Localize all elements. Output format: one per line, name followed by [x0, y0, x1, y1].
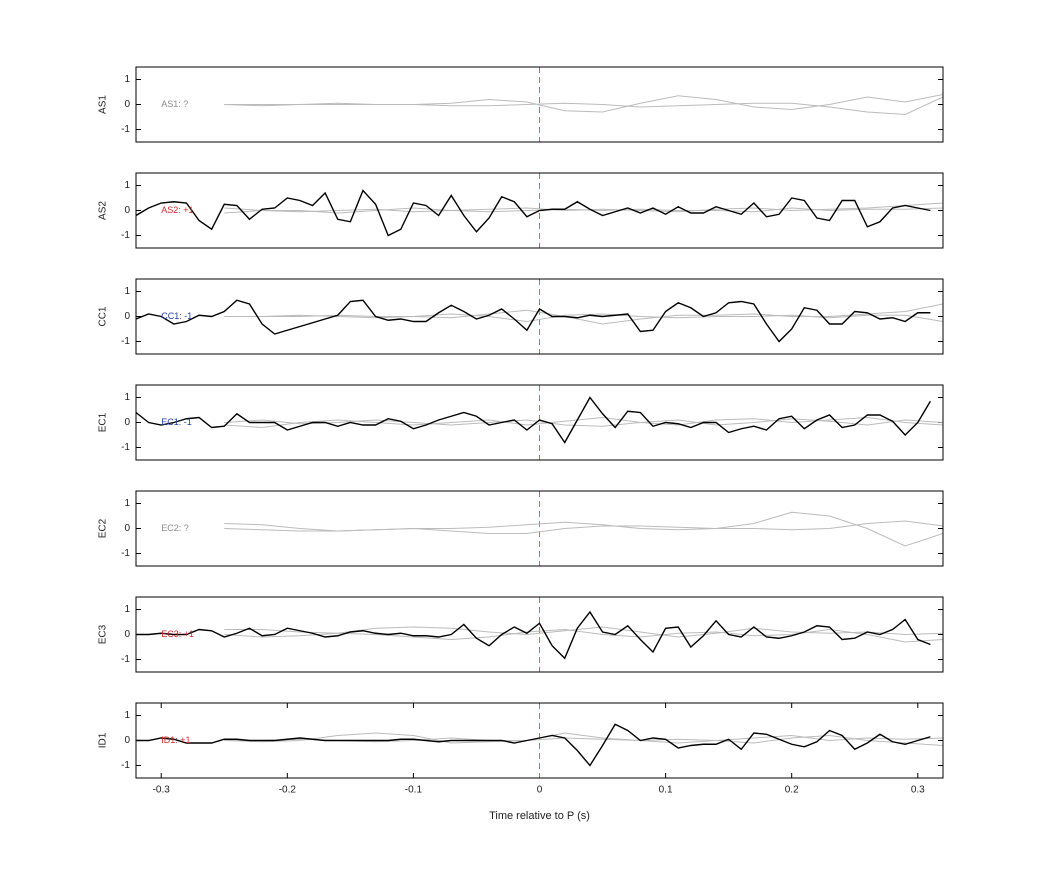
- y-axis-label: AS1: [98, 95, 109, 114]
- data-line: [136, 299, 931, 343]
- data-line: [224, 626, 943, 638]
- x-tick-label: -0.1: [405, 785, 423, 796]
- x-axis-label: Time relative to P (s): [489, 810, 590, 822]
- annotation: EC3: +1: [161, 629, 194, 639]
- data-line: [224, 303, 943, 325]
- y-tick-label: -1: [121, 230, 130, 241]
- y-tick-label: 1: [124, 604, 130, 615]
- data-line: [136, 723, 931, 767]
- data-line: [224, 94, 943, 113]
- y-tick-label: -1: [121, 124, 130, 135]
- y-axis-label: EC3: [98, 624, 109, 644]
- annotation: AS1: ?: [161, 99, 188, 109]
- y-tick-label: 0: [124, 99, 130, 110]
- y-tick-label: -1: [121, 548, 130, 559]
- data-line: [224, 732, 943, 744]
- y-tick-label: 0: [124, 205, 130, 216]
- panel: -1 0 1 EC1 EC1: -1: [98, 384, 944, 461]
- y-tick-label: -1: [121, 654, 130, 665]
- axes-frame: [135, 384, 944, 461]
- y-tick-label: 1: [124, 286, 130, 297]
- data-line: [224, 207, 943, 214]
- y-tick-label: 1: [124, 710, 130, 721]
- data-line: [224, 520, 943, 534]
- data-line: [224, 511, 943, 547]
- data-line: [136, 189, 931, 237]
- axes-frame: [135, 490, 944, 567]
- panel: -1 0 1 EC2 EC2: ?: [98, 490, 944, 567]
- y-tick-label: 0: [124, 417, 130, 428]
- y-tick-label: 0: [124, 629, 130, 640]
- panel: -1 0 1 CC1 CC1: -1: [98, 278, 944, 355]
- x-tick-label: 0.2: [785, 785, 799, 796]
- x-tick-label: 0: [537, 785, 543, 796]
- y-tick-label: -1: [121, 336, 130, 347]
- y-axis-label: AS2: [98, 201, 109, 220]
- y-tick-label: 1: [124, 392, 130, 403]
- panel: -1 0 1 EC3 EC3: +1: [98, 596, 944, 673]
- y-tick-label: -1: [121, 442, 130, 453]
- x-tick-label: 0.1: [659, 785, 673, 796]
- y-tick-label: 0: [124, 735, 130, 746]
- y-tick-label: 1: [124, 74, 130, 85]
- panel: -1 0 1 -0.3 -0.2 -0.1 0 0.1 0.2 0.3 Time relative …: [98, 702, 944, 822]
- y-axis-label: ID1: [98, 732, 109, 748]
- x-tick-label: -0.3: [153, 785, 171, 796]
- panel: -1 0 1 AS2 AS2: +1: [98, 172, 944, 249]
- axes-frame: [135, 702, 944, 779]
- annotation: ID1: +1: [161, 735, 190, 745]
- annotation: AS2: +1: [161, 205, 193, 215]
- y-tick-label: 1: [124, 498, 130, 509]
- x-tick-label: 0.3: [911, 785, 925, 796]
- annotation: EC1: -1: [161, 417, 192, 427]
- axes-frame: [135, 278, 944, 355]
- annotation: CC1: -1: [161, 311, 192, 321]
- y-tick-label: 0: [124, 523, 130, 534]
- axes-frame: [135, 172, 944, 249]
- y-axis-label: CC1: [98, 306, 109, 326]
- y-tick-label: 0: [124, 311, 130, 322]
- axes-frame: [135, 596, 944, 673]
- data-line: [224, 418, 943, 427]
- y-axis-label: EC1: [98, 412, 109, 432]
- axes-frame: [135, 66, 944, 143]
- data-line: [136, 610, 931, 660]
- y-axis-label: EC2: [98, 518, 109, 538]
- data-line: [136, 396, 931, 444]
- annotation: EC2: ?: [161, 523, 189, 533]
- x-tick-label: -0.2: [279, 785, 297, 796]
- data-line: [224, 96, 943, 116]
- panel: -1 0 1 AS1 AS1: ?: [98, 66, 944, 143]
- y-tick-label: 1: [124, 180, 130, 191]
- y-tick-label: -1: [121, 760, 130, 771]
